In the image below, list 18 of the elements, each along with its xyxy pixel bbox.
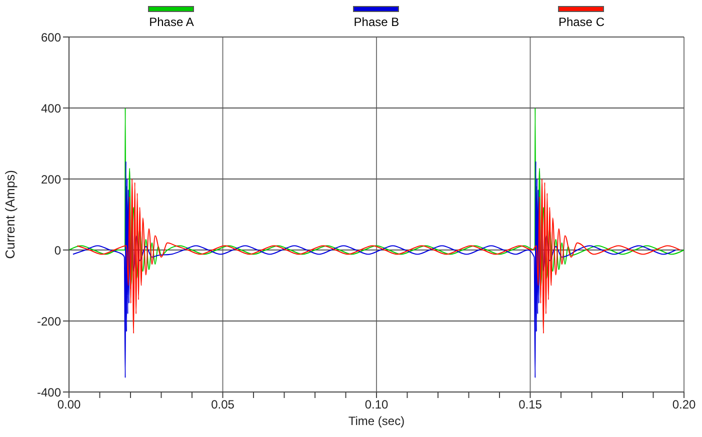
x-tick-label: 0.20 xyxy=(672,398,696,412)
legend-label: Phase A xyxy=(149,15,194,29)
x-tick-label: 0.10 xyxy=(364,398,388,412)
y-tick-label: 400 xyxy=(40,101,62,116)
legend-label: Phase B xyxy=(354,15,400,29)
y-tick-label: -200 xyxy=(36,314,62,328)
y-tick-label: 0 xyxy=(54,243,62,258)
x-tick-label: 0.05 xyxy=(211,398,235,412)
y-tick-label: 200 xyxy=(40,172,62,186)
line-series xyxy=(72,160,676,378)
x-axis-title: Time (sec) xyxy=(348,414,405,428)
x-tick-label: 0.15 xyxy=(518,398,542,412)
legend-label: Phase C xyxy=(558,15,604,29)
y-tick-label: 600 xyxy=(40,30,62,44)
line-series xyxy=(76,178,680,334)
x-tick-label: 0.00 xyxy=(57,398,81,412)
y-axis-title: Current (Amps) xyxy=(2,170,18,259)
y-tick-label: -400 xyxy=(36,385,62,400)
